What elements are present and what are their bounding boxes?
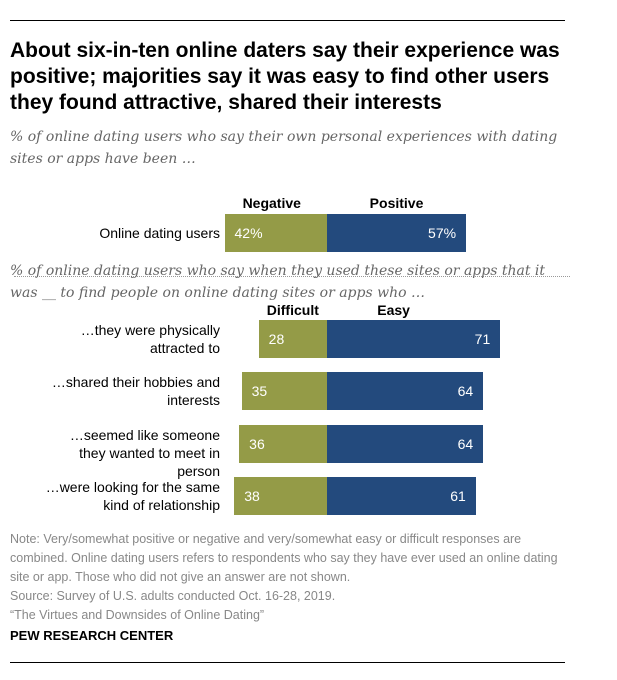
value-label-negative: 42% [234, 225, 263, 241]
category-label: Online dating users [99, 225, 220, 241]
chart-title: About six-in-ten online daters say their… [10, 39, 560, 114]
category-label: …they were physically attracted to [80, 322, 220, 356]
bottom-rule [10, 662, 565, 663]
bar-easy [327, 477, 476, 515]
bar-difficult [258, 320, 327, 358]
subtitle-1: % of online dating users who say their o… [10, 129, 558, 167]
legend-positive: Positive [369, 195, 424, 211]
brand-logo-text: PEW RESEARCH CENTER [10, 628, 174, 643]
bar-difficult [239, 425, 327, 463]
legend-difficult: Difficult [266, 302, 319, 318]
legend-easy: Easy [377, 302, 410, 318]
category-label: …shared their hobbies and interests [51, 374, 220, 408]
value-label-difficult: 38 [244, 488, 260, 504]
bar-negative [224, 214, 327, 252]
value-label-easy: 61 [450, 488, 466, 504]
notes: Note: Very/somewhat positive or negative… [10, 530, 570, 625]
subtitle-2: % of online dating users who say when th… [10, 263, 546, 301]
value-label-difficult: 35 [251, 383, 268, 399]
category-label: …were looking for the same kind of relat… [45, 479, 220, 513]
divider [14, 276, 570, 277]
bar-easy [327, 425, 484, 463]
bar-difficult [234, 477, 327, 515]
value-label-easy: 64 [457, 383, 474, 399]
source-text: Source: Survey of U.S. adults conducted … [10, 589, 336, 603]
value-label-easy: 71 [474, 331, 491, 347]
bar-positive [327, 214, 467, 252]
value-label-difficult: 36 [249, 436, 265, 452]
value-label-easy: 64 [457, 436, 474, 452]
legend-negative: Negative [242, 195, 301, 211]
top-rule [10, 20, 565, 21]
category-label: …seemed like someone they wanted to meet… [69, 427, 220, 479]
report-title: “The Virtues and Downsides of Online Dat… [10, 608, 265, 622]
bar-easy [327, 320, 501, 358]
bar-easy [327, 372, 484, 410]
value-label-positive: 57% [428, 225, 457, 241]
value-label-difficult: 28 [268, 331, 285, 347]
note-text: Note: Very/somewhat positive or negative… [10, 532, 558, 584]
bar-difficult [241, 372, 327, 410]
